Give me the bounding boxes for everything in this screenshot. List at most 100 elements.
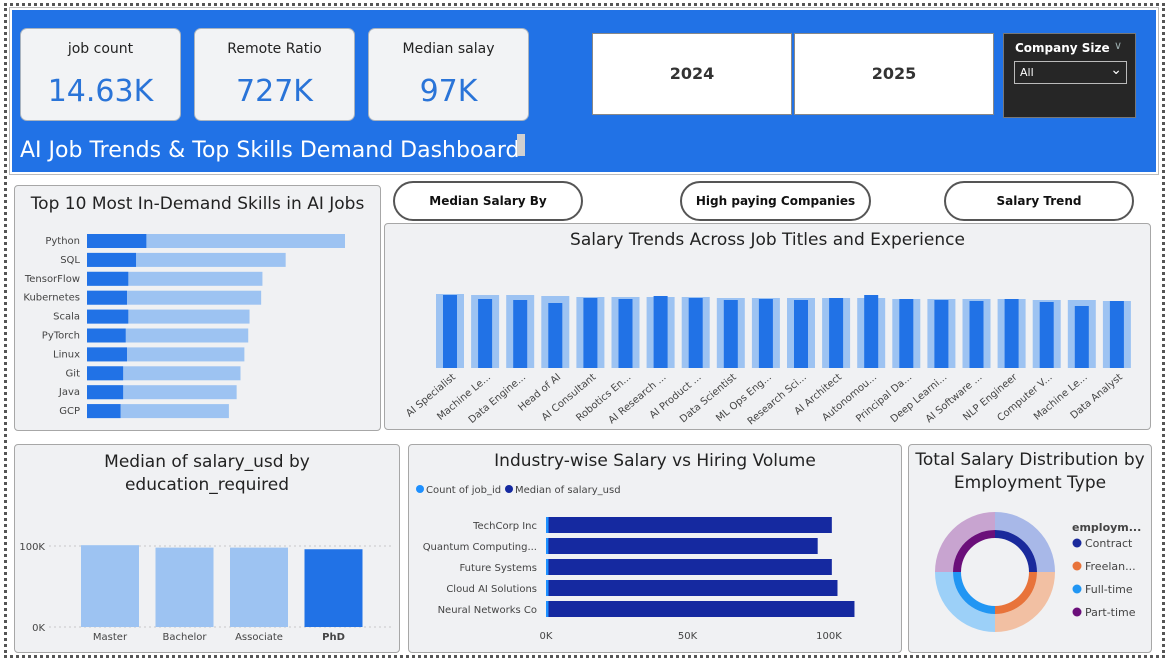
x-tick-label: 0K	[540, 631, 553, 642]
education-bar	[230, 547, 288, 627]
trend-bar-front	[618, 299, 633, 368]
skill-bar-total	[87, 252, 286, 267]
legend-title: employm...	[1072, 521, 1141, 534]
page-title: AI Job Trends & Top Skills Demand Dashbo…	[20, 138, 520, 162]
legend-label: Contract	[1085, 537, 1133, 550]
skill-tick-label: Git	[66, 368, 81, 379]
company-size-slicer[interactable]: Company Size ∨ All ⌄	[1003, 33, 1136, 118]
year-label: 2024	[669, 64, 715, 83]
salary-trends-panel: Salary Trends Across Job Titles and Expe…	[384, 223, 1151, 430]
legend-label: Median of salary_usd	[515, 485, 621, 496]
donut-slice-inner	[953, 530, 995, 572]
skills-bar-chart: Python SQL TensorFlow Kubernetes Scala PyTorc…	[23, 234, 345, 419]
industry-count-bar	[546, 580, 549, 596]
dropdown-value: All	[1020, 66, 1034, 79]
year-button-2025[interactable]: 2025	[794, 33, 994, 115]
trend-bar-front	[548, 303, 563, 368]
industry-tick-label: Future Systems	[459, 563, 537, 574]
kpi-card-remote-ratio[interactable]: Remote Ratio 727K	[194, 28, 355, 121]
industry-salary-bar	[546, 601, 855, 617]
trend-bar-front	[864, 295, 879, 368]
legend-marker	[505, 485, 513, 493]
industry-tick-label: TechCorp Inc	[472, 521, 537, 532]
chart-title-line: education_required	[124, 475, 290, 495]
trend-bar-front	[688, 298, 703, 368]
trend-bar-front	[723, 300, 738, 368]
legend-label: Freelan...	[1085, 560, 1136, 573]
skill-bar-highlight	[87, 271, 129, 286]
salary-trend-button[interactable]: Salary Trend	[944, 181, 1134, 221]
skill-bar-highlight	[87, 234, 147, 248]
donut-slice-inner	[953, 572, 995, 614]
skill-tick-label: PyTorch	[42, 331, 80, 342]
chart-title: Salary Trends Across Job Titles and Expe…	[570, 230, 965, 250]
education-bar-chart: 100K 0K Master Bachelor Associate PhD	[19, 542, 393, 643]
high-paying-companies-button[interactable]: High paying Companies	[680, 181, 871, 221]
skill-bar-highlight	[87, 366, 124, 381]
kpi-card-job-count[interactable]: job count 14.63K	[20, 28, 181, 121]
y-tick-label: 100K	[19, 542, 45, 553]
chevron-down-icon: ⌄	[1110, 62, 1122, 78]
slicer-title: Company Size	[1015, 41, 1110, 55]
skill-tick-label: Java	[58, 387, 80, 398]
legend-marker	[1072, 584, 1082, 594]
education-bar	[304, 549, 363, 627]
trend-bar-front	[794, 300, 808, 368]
industry-salary-bar	[546, 538, 818, 554]
header-banner: job count 14.63K Remote Ratio 727K Media…	[9, 7, 1159, 175]
kpi-label: Median salay	[402, 41, 495, 57]
industry-count-bar	[546, 517, 549, 533]
industry-count-bar	[546, 559, 549, 575]
donut-slice-outer	[995, 512, 1055, 572]
x-tick-label: 100K	[816, 631, 842, 642]
chart-title: Top 10 Most In-Demand Skills in AI Jobs	[30, 194, 365, 214]
donut-slice-inner	[995, 572, 1037, 614]
title-text-cursor	[517, 134, 525, 156]
median-salary-by-experience-button[interactable]: Median Salary By Experience	[393, 181, 583, 244]
y-tick-label: 0K	[32, 623, 45, 634]
chart-title: Total Salary Distribution by Employment …	[909, 449, 1151, 495]
donut-slice-outer	[935, 512, 995, 572]
skills-chart-panel: Top 10 Most In-Demand Skills in AI Jobs …	[14, 185, 381, 431]
kpi-card-median-salary[interactable]: Median salay 97K	[368, 28, 529, 121]
chart-title: Industry-wise Salary vs Hiring Volume	[494, 451, 816, 471]
legend-marker	[416, 485, 424, 493]
skill-tick-label: Kubernetes	[23, 293, 80, 304]
donut-slice-outer	[935, 572, 995, 632]
trend-bar-front	[1074, 306, 1089, 368]
skill-tick-label: TensorFlow	[24, 274, 80, 285]
legend-label: Count of job_id	[426, 485, 501, 496]
legend-marker	[1072, 561, 1082, 571]
x-tick-label: 50K	[678, 631, 698, 642]
kpi-value: 97K	[419, 74, 478, 109]
year-button-2024[interactable]: 2024	[592, 33, 792, 115]
skill-bar-highlight	[87, 328, 126, 343]
skill-bar-highlight	[87, 347, 127, 362]
skill-tick-label: Python	[45, 236, 80, 247]
company-size-dropdown[interactable]: All ⌄	[1014, 61, 1127, 84]
trend-bar-front	[478, 299, 493, 368]
skill-bar-highlight	[87, 404, 121, 419]
legend-marker	[1072, 607, 1082, 617]
legend-marker	[1072, 538, 1082, 548]
education-bar	[155, 547, 214, 627]
trend-bar-front	[899, 299, 914, 368]
kpi-value: 727K	[236, 74, 313, 109]
donut-slice-outer	[995, 572, 1055, 632]
skill-bar-total	[87, 290, 262, 305]
industry-tick-label: Neural Networks Co	[438, 605, 537, 616]
kpi-value: 14.63K	[47, 74, 154, 109]
trend-bar-front	[513, 300, 528, 368]
trend-bar-front	[443, 295, 457, 368]
skill-bar-total	[87, 385, 237, 400]
trend-bar-front	[583, 298, 598, 368]
industry-salary-bar	[546, 517, 832, 533]
chevron-down-icon[interactable]: ∨	[1114, 39, 1123, 52]
industry-salary-panel: Industry-wise Salary vs Hiring Volume Co…	[408, 444, 902, 653]
trend-bar-front	[829, 298, 844, 368]
donut-slice-inner	[995, 530, 1037, 572]
industry-tick-label: Quantum Computing...	[423, 542, 537, 553]
skill-bar-total	[87, 366, 241, 381]
skill-bar-total	[87, 404, 229, 419]
